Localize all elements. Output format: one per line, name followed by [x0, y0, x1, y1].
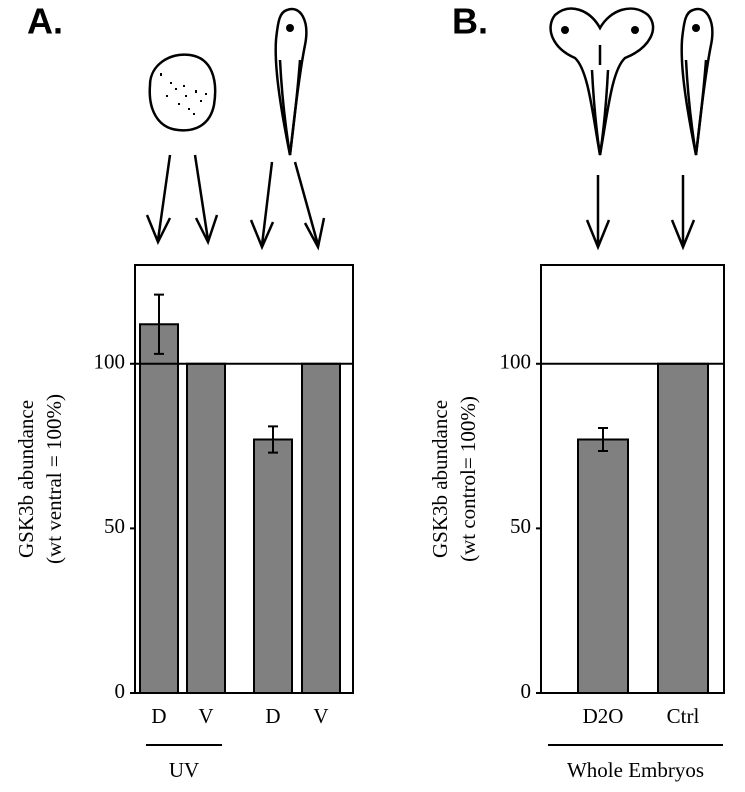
bar	[301, 362, 341, 694]
bar	[253, 438, 293, 694]
y-tick-label: 50	[510, 514, 531, 538]
y-tick-label: 0	[115, 679, 126, 703]
x-tick-label: V	[313, 704, 328, 728]
error-bar	[268, 425, 278, 454]
x-tick-label: D	[265, 704, 280, 728]
panel-label: B.	[452, 1, 488, 42]
group-label: UV	[169, 758, 199, 782]
y-tick-label: 0	[521, 679, 532, 703]
bar	[657, 362, 709, 694]
plot-frame	[134, 264, 354, 694]
x-tick-label: D2O	[583, 704, 624, 728]
y-tick-label: 50	[104, 514, 125, 538]
bar	[577, 438, 629, 694]
y-tick-label: 100	[500, 350, 532, 374]
y-tick-label: 100	[94, 350, 126, 374]
y-axis-label-note: (wt control= 100%)	[456, 396, 480, 562]
illustrations	[145, 7, 714, 251]
x-tick-label: D	[151, 704, 166, 728]
y-axis-label: GSK3b abundance	[428, 400, 452, 558]
y-axis-label-note: (wt ventral = 100%)	[42, 394, 66, 564]
error-bar	[154, 293, 164, 355]
panel-label: A.	[27, 1, 63, 42]
bar	[139, 323, 179, 694]
y-axis-label: GSK3b abundance	[14, 400, 38, 558]
group-label: Whole Embryos	[567, 758, 704, 782]
error-bar	[598, 426, 608, 453]
bar	[186, 362, 226, 694]
x-tick-label: Ctrl	[667, 704, 700, 728]
plot-frame	[540, 264, 725, 694]
x-tick-label: V	[198, 704, 213, 728]
